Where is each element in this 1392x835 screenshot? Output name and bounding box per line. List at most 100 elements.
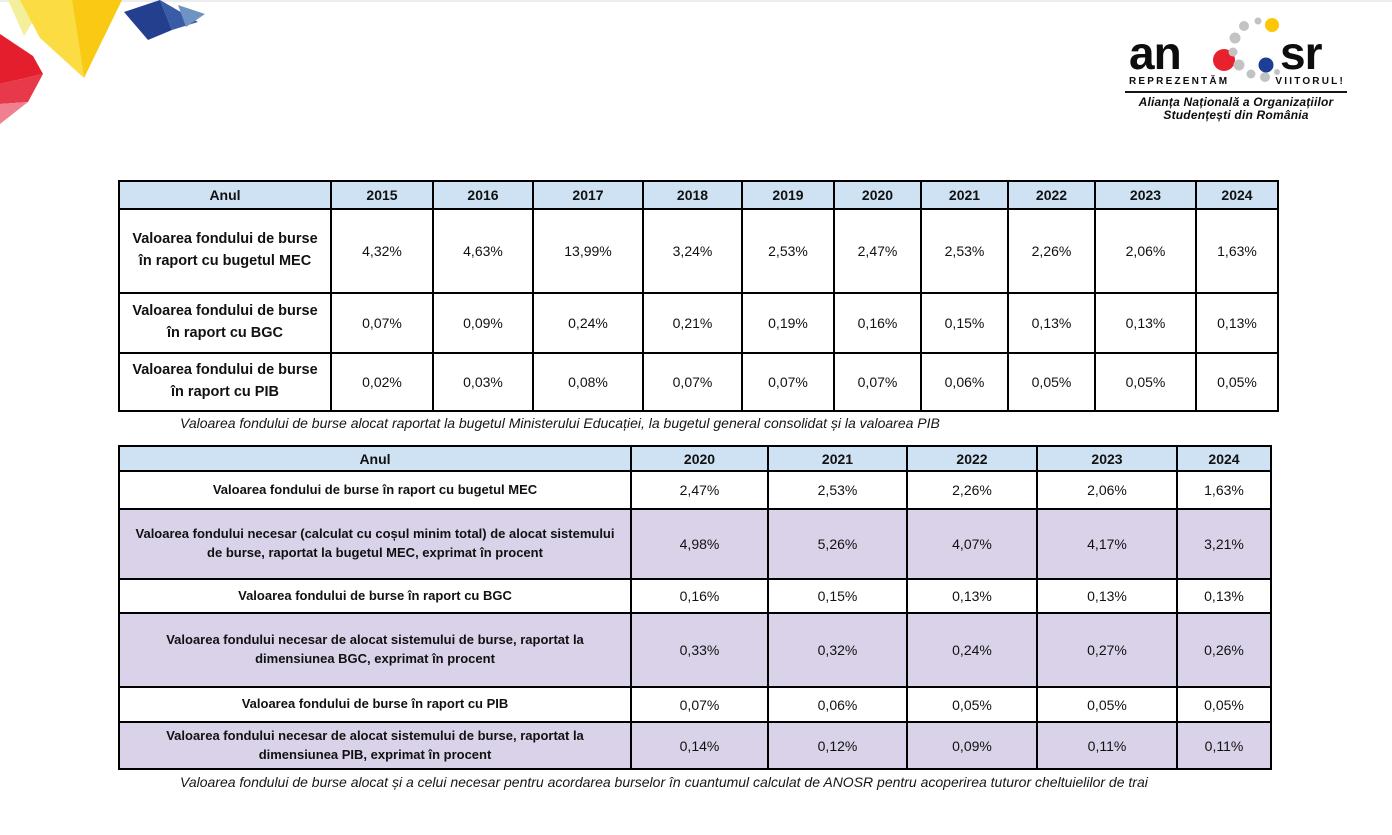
value-cell: 0,24% bbox=[532, 292, 644, 354]
value-cell: 0,16% bbox=[630, 578, 769, 614]
logo-dot-ring-icon bbox=[1228, 17, 1280, 82]
row-label: Valoarea fondului de burse în raport cu … bbox=[118, 578, 632, 614]
table2-caption: Valoarea fondului de burse alocat și a c… bbox=[180, 774, 1148, 790]
value-cell: 0,07% bbox=[630, 686, 769, 723]
table-row-highlighted: Valoarea fondului necesar de alocat sist… bbox=[118, 612, 1272, 688]
logo-subtitle-line1: Alianța Națională a Organizațiilor bbox=[1138, 95, 1334, 109]
value-cell: 0,06% bbox=[920, 352, 1009, 412]
value-cell: 0,05% bbox=[1176, 686, 1272, 723]
year-header-cell: 2020 bbox=[833, 180, 922, 210]
year-header-cell: 2023 bbox=[1094, 180, 1197, 210]
value-cell: 0,02% bbox=[330, 352, 434, 412]
value-cell: 2,06% bbox=[1094, 208, 1197, 294]
value-cell: 2,26% bbox=[906, 470, 1038, 510]
table2-header-row: Anul 2020 2021 2022 2023 2024 bbox=[118, 445, 1272, 472]
year-header-cell: 2022 bbox=[1007, 180, 1096, 210]
value-cell: 0,33% bbox=[630, 612, 769, 688]
value-cell: 0,07% bbox=[833, 352, 922, 412]
value-cell: 0,13% bbox=[1007, 292, 1096, 354]
year-header-cell: 2022 bbox=[906, 445, 1038, 472]
logo-tagline-right: VIITORUL! bbox=[1275, 76, 1345, 87]
value-cell: 0,05% bbox=[1007, 352, 1096, 412]
value-cell: 13,99% bbox=[532, 208, 644, 294]
year-header-cell: 2023 bbox=[1036, 445, 1178, 472]
row-label: Valoarea fondului necesar (calculat cu c… bbox=[118, 508, 632, 580]
value-cell: 4,98% bbox=[630, 508, 769, 580]
value-cell: 0,16% bbox=[833, 292, 922, 354]
value-cell: 2,26% bbox=[1007, 208, 1096, 294]
logo-subtitle-line2: Studențești din România bbox=[1163, 108, 1309, 122]
logo-tagline-left: REPREZENTĂM bbox=[1129, 76, 1230, 87]
table2-header-anul: Anul bbox=[118, 445, 632, 472]
year-header-cell: 2024 bbox=[1176, 445, 1272, 472]
value-cell: 4,32% bbox=[330, 208, 434, 294]
value-cell: 0,05% bbox=[1195, 352, 1279, 412]
value-cell: 3,21% bbox=[1176, 508, 1272, 580]
table-row: Valoarea fondului de burse în raport cu … bbox=[118, 352, 1279, 412]
value-cell: 0,07% bbox=[741, 352, 835, 412]
value-cell: 0,13% bbox=[1036, 578, 1178, 614]
value-cell: 4,07% bbox=[906, 508, 1038, 580]
value-cell: 4,17% bbox=[1036, 508, 1178, 580]
red-facet-icon bbox=[0, 34, 43, 84]
value-cell: 0,26% bbox=[1176, 612, 1272, 688]
value-cell: 0,21% bbox=[642, 292, 743, 354]
value-cell: 0,15% bbox=[920, 292, 1009, 354]
light-yellow-facet-icon bbox=[20, 0, 84, 78]
scholarship-fund-needed-table-2020-2024: Anul 2020 2021 2022 2023 2024 Valoarea f… bbox=[118, 445, 1272, 770]
row-label: Valoarea fondului necesar de alocat sist… bbox=[118, 612, 632, 688]
value-cell: 0,05% bbox=[1094, 352, 1197, 412]
year-header-cell: 2015 bbox=[330, 180, 434, 210]
value-cell: 0,27% bbox=[1036, 612, 1178, 688]
logo-divider bbox=[1125, 91, 1347, 93]
navy-facet-icon bbox=[124, 0, 172, 40]
value-cell: 0,32% bbox=[767, 612, 908, 688]
table-row: Valoarea fondului de burse în raport cu … bbox=[118, 470, 1272, 510]
value-cell: 0,07% bbox=[642, 352, 743, 412]
corner-polygons-decoration-icon bbox=[0, 0, 205, 124]
table-row-highlighted: Valoarea fondului necesar (calculat cu c… bbox=[118, 508, 1272, 580]
value-cell: 2,53% bbox=[920, 208, 1009, 294]
yellow-facet-icon bbox=[72, 0, 122, 78]
value-cell: 2,53% bbox=[741, 208, 835, 294]
value-cell: 0,03% bbox=[432, 352, 534, 412]
table1-header-anul: Anul bbox=[118, 180, 332, 210]
value-cell: 2,06% bbox=[1036, 470, 1178, 510]
value-cell: 0,11% bbox=[1036, 721, 1178, 770]
value-cell: 5,26% bbox=[767, 508, 908, 580]
value-cell: 0,08% bbox=[532, 352, 644, 412]
value-cell: 2,47% bbox=[833, 208, 922, 294]
table1-header-row: Anul 2015 2016 2017 2018 2019 2020 2021 … bbox=[118, 180, 1279, 210]
value-cell: 0,19% bbox=[741, 292, 835, 354]
table-row: Valoarea fondului de burse în raport cu … bbox=[118, 578, 1272, 614]
anosr-logo: an sr REPREZENTĂM VIITORUL! Alianța Nați… bbox=[1125, 17, 1347, 124]
value-cell: 0,09% bbox=[432, 292, 534, 354]
logo-wordmark-sr: sr bbox=[1280, 27, 1322, 79]
value-cell: 0,13% bbox=[1094, 292, 1197, 354]
row-label: Valoarea fondului necesar de alocat sist… bbox=[118, 721, 632, 770]
value-cell: 1,63% bbox=[1195, 208, 1279, 294]
value-cell: 2,53% bbox=[767, 470, 908, 510]
value-cell: 4,63% bbox=[432, 208, 534, 294]
logo-tagline: REPREZENTĂM VIITORUL! bbox=[1129, 76, 1345, 87]
pink-facet-icon bbox=[0, 102, 28, 124]
row-label: Valoarea fondului de burse în raport cu … bbox=[118, 470, 632, 510]
value-cell: 0,05% bbox=[906, 686, 1038, 723]
value-cell: 0,09% bbox=[906, 721, 1038, 770]
value-cell: 2,47% bbox=[630, 470, 769, 510]
table1-caption: Valoarea fondului de burse alocat raport… bbox=[180, 415, 940, 431]
row-label: Valoarea fondului de burse în raport cu … bbox=[118, 352, 332, 412]
year-header-cell: 2018 bbox=[642, 180, 743, 210]
year-header-cell: 2021 bbox=[767, 445, 908, 472]
table-row: Valoarea fondului de burse în raport cu … bbox=[118, 686, 1272, 723]
page-top-edge bbox=[0, 0, 1392, 2]
value-cell: 0,13% bbox=[1176, 578, 1272, 614]
row-label: Valoarea fondului de burse în raport cu … bbox=[118, 208, 332, 294]
logo-wordmark-an: an bbox=[1129, 27, 1182, 79]
value-cell: 0,05% bbox=[1036, 686, 1178, 723]
table-row: Valoarea fondului de burse în raport cu … bbox=[118, 208, 1279, 294]
value-cell: 3,24% bbox=[642, 208, 743, 294]
table-row-highlighted: Valoarea fondului necesar de alocat sist… bbox=[118, 721, 1272, 770]
value-cell: 0,13% bbox=[906, 578, 1038, 614]
year-header-cell: 2021 bbox=[920, 180, 1009, 210]
